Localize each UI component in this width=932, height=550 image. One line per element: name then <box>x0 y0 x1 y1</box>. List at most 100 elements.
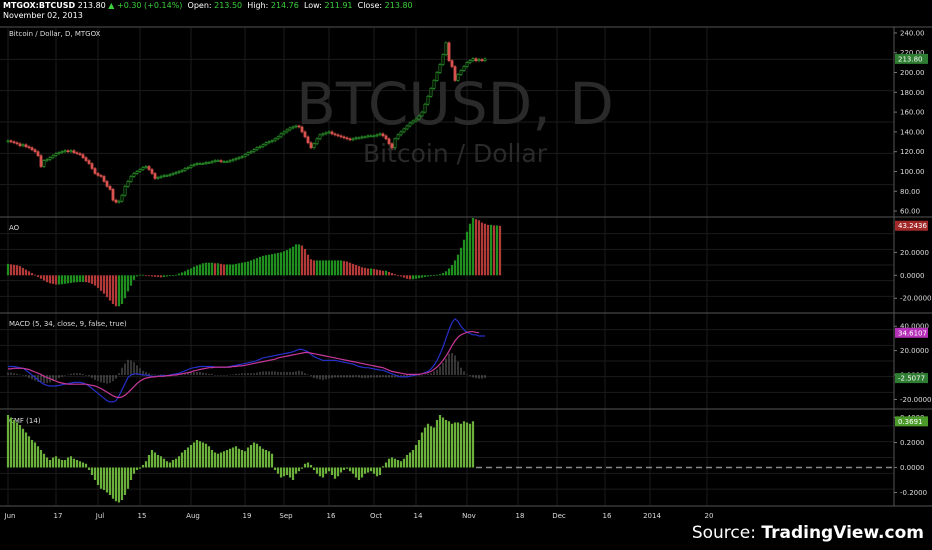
candle <box>426 95 430 105</box>
candle <box>165 175 169 177</box>
candle <box>132 173 136 177</box>
macd-histogram-bar <box>85 375 87 376</box>
candle <box>102 176 106 182</box>
ao-bar <box>66 275 70 284</box>
candle <box>336 134 340 137</box>
cmf-bar <box>117 467 121 503</box>
open-label: Open: <box>187 1 212 10</box>
candle <box>96 173 100 176</box>
x-tick-label: Jun <box>4 512 16 520</box>
macd-histogram-bar <box>217 375 219 376</box>
macd-histogram-bar <box>379 375 381 378</box>
ao-bar <box>378 270 382 276</box>
ao-bar <box>312 260 316 276</box>
candle <box>78 153 82 155</box>
macd-histogram-bar <box>52 375 54 382</box>
macd-histogram-bar <box>340 375 342 378</box>
cmf-bar <box>402 458 406 468</box>
cmf-bar <box>231 447 235 468</box>
ao-bar <box>48 275 52 284</box>
ao-bar <box>195 265 199 276</box>
cmf-bar <box>135 467 139 470</box>
macd-histogram-bar <box>337 375 339 378</box>
candle <box>39 155 43 167</box>
ao-bar <box>387 271 391 276</box>
ao-bar <box>435 274 439 276</box>
ao-bar <box>468 223 472 276</box>
ao-bar <box>369 268 373 276</box>
close-label: Close: <box>357 1 383 10</box>
candle <box>180 170 184 172</box>
macd-histogram-bar <box>226 375 228 376</box>
cmf-bar <box>81 462 85 468</box>
ao-bar <box>117 275 121 307</box>
macd-histogram-bar <box>256 372 258 376</box>
ao-bar <box>348 262 352 276</box>
macd-histogram-bar <box>73 373 75 376</box>
macd-histogram-bar <box>247 373 249 376</box>
ao-bar <box>288 248 292 276</box>
ao-bar <box>444 271 448 276</box>
ao-bar <box>147 275 151 277</box>
candle <box>465 62 469 67</box>
ao-bar <box>297 244 301 276</box>
ao-bar <box>384 270 388 276</box>
ao-bar <box>426 275 430 277</box>
ao-bar <box>429 275 433 277</box>
cmf-bar <box>69 456 73 468</box>
candle <box>135 171 139 174</box>
ao-bar <box>414 275 418 279</box>
candle <box>438 64 442 73</box>
ao-bar <box>78 275 82 282</box>
ao-bar <box>36 275 40 278</box>
ao-bar <box>486 224 490 276</box>
ao-bar <box>252 259 256 276</box>
candle <box>24 144 28 148</box>
candle <box>21 144 25 147</box>
candle <box>168 174 172 176</box>
candle <box>108 186 112 190</box>
macd-histogram-bar <box>472 375 474 378</box>
ao-bar <box>264 255 268 276</box>
macd-histogram-bar <box>163 374 165 376</box>
cmf-bar <box>270 453 274 468</box>
ao-bar <box>183 271 187 276</box>
macd-histogram-bar <box>22 375 24 376</box>
ao-bar <box>381 270 385 276</box>
candle <box>30 147 34 151</box>
macd-histogram-bar <box>385 375 387 378</box>
macd-histogram-bar <box>157 375 159 376</box>
cmf-bar <box>78 461 82 468</box>
signal-value-badge-bg <box>895 373 928 384</box>
macd-histogram-bar <box>292 371 294 376</box>
cmf-bar <box>111 467 115 499</box>
macd-histogram-bar <box>148 373 150 376</box>
ao-bar <box>210 262 214 276</box>
macd-histogram-bar <box>187 371 189 376</box>
candle <box>306 136 310 144</box>
candle <box>252 149 256 152</box>
cmf-bar <box>57 458 61 468</box>
macd-histogram-bar <box>100 375 102 383</box>
cmf-bar <box>390 457 394 468</box>
ao-bar <box>477 220 481 276</box>
cmf-bar <box>138 467 142 469</box>
ao-bar <box>243 262 247 276</box>
macd-histogram-bar <box>19 374 21 376</box>
ao-bar <box>333 260 337 276</box>
candle <box>339 135 343 138</box>
cmf-bar <box>42 453 46 468</box>
candle <box>453 66 457 81</box>
cmf-bar <box>174 458 178 468</box>
ao-bar <box>162 275 166 278</box>
candle <box>318 134 322 140</box>
low-label: Low: <box>303 1 322 10</box>
macd-histogram-bar <box>304 373 306 376</box>
candle <box>477 59 481 61</box>
price-pane-title: Bitcoin / Dollar, D, MTGOX <box>9 30 101 38</box>
cmf-bar <box>306 462 310 468</box>
candle <box>177 171 181 173</box>
macd-histogram-bar <box>403 375 405 378</box>
ao-bar <box>363 267 367 276</box>
macd-histogram-bar <box>211 373 213 376</box>
